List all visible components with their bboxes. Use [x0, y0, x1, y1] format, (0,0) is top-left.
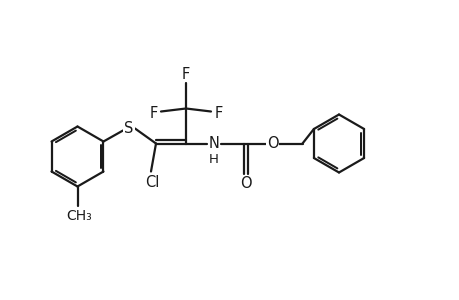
Text: H: H [208, 153, 218, 166]
Text: Cl: Cl [145, 175, 159, 190]
Text: O: O [266, 136, 278, 151]
Text: N: N [208, 136, 219, 151]
Text: O: O [240, 176, 251, 191]
Text: S: S [124, 121, 134, 136]
Text: F: F [214, 106, 222, 121]
Text: F: F [149, 106, 157, 121]
Text: F: F [181, 67, 190, 82]
Text: CH₃: CH₃ [67, 209, 92, 224]
